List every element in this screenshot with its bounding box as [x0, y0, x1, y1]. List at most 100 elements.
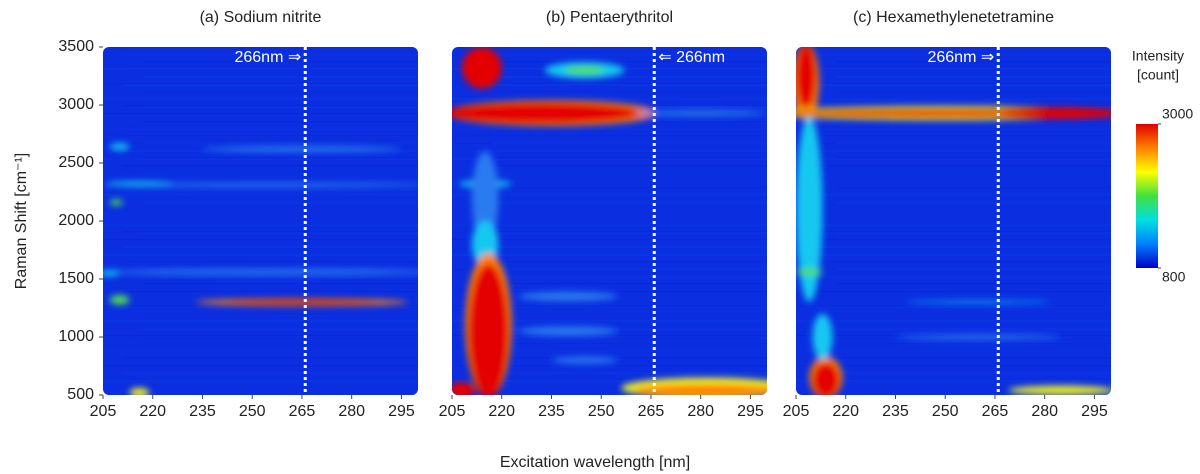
- streak: [492, 76, 767, 78]
- heatmap: [103, 47, 418, 395]
- streak: [452, 209, 767, 210]
- x-tick-label: 235: [882, 403, 909, 420]
- feature: [129, 388, 150, 395]
- streak: [816, 246, 1111, 248]
- streak: [836, 172, 1111, 174]
- streak: [123, 105, 418, 106]
- streak: [836, 232, 1111, 234]
- streak: [452, 350, 767, 352]
- streak: [143, 379, 418, 380]
- streak: [452, 335, 767, 336]
- streak: [836, 328, 1111, 330]
- streak: [103, 335, 418, 336]
- streak: [123, 357, 418, 358]
- streak: [816, 105, 1111, 106]
- streak: [123, 306, 418, 308]
- streak: [452, 98, 767, 100]
- streak: [452, 143, 767, 144]
- streak: [492, 187, 767, 188]
- x-tick-label: 295: [737, 403, 764, 420]
- annotation: ⇐ 266nm: [658, 49, 725, 66]
- streak: [796, 320, 1111, 322]
- streak: [452, 158, 767, 160]
- streak: [836, 61, 1111, 62]
- streak: [492, 91, 767, 92]
- streak: [123, 120, 418, 122]
- streak: [796, 128, 1111, 130]
- streak: [796, 254, 1111, 256]
- streak: [492, 379, 767, 380]
- feature: [109, 143, 130, 151]
- streak: [123, 231, 418, 232]
- x-tick-label: 235: [189, 403, 216, 420]
- streak: [123, 246, 418, 248]
- streak: [816, 306, 1111, 308]
- streak: [472, 291, 767, 292]
- feature: [1008, 385, 1111, 395]
- streak: [472, 231, 767, 232]
- y-tick-label: 2000: [58, 212, 94, 229]
- x-tick-label: 295: [1081, 403, 1108, 420]
- streak: [143, 157, 418, 158]
- x-tick-label: 205: [439, 403, 466, 420]
- heatmap-bg: [103, 47, 418, 395]
- streak: [836, 283, 1111, 284]
- streak: [836, 91, 1111, 92]
- streak: [492, 142, 767, 144]
- streak: [796, 305, 1111, 306]
- features: [103, 143, 418, 395]
- streak: [492, 202, 767, 204]
- feature: [812, 362, 840, 395]
- streak: [836, 157, 1111, 158]
- x-tick-label: 220: [832, 403, 859, 420]
- streak: [103, 143, 418, 144]
- colorbar-tick-label: 800: [1162, 269, 1186, 285]
- feature: [895, 334, 1062, 340]
- streak: [816, 357, 1111, 358]
- streak: [816, 165, 1111, 166]
- streak: [836, 268, 1111, 270]
- streak: [816, 120, 1111, 122]
- streak: [452, 83, 767, 84]
- feature: [103, 182, 418, 188]
- streak: [816, 195, 1111, 196]
- annotation: 266nm ⇒: [927, 49, 994, 66]
- feature: [452, 382, 476, 395]
- streak: [143, 232, 418, 234]
- streak: [836, 121, 1111, 122]
- streak: [143, 394, 418, 395]
- y-tick-label: 2500: [58, 154, 94, 171]
- y-axis-label: Raman Shift [cm⁻¹]: [13, 153, 30, 289]
- streak: [816, 54, 1111, 56]
- x-tick-label: 220: [139, 403, 166, 420]
- x-tick-label: 295: [388, 403, 415, 420]
- streak: [472, 342, 767, 344]
- x-axis-label: Excitation wavelength [nm]: [500, 454, 690, 471]
- streak: [492, 394, 767, 395]
- streak: [472, 246, 767, 248]
- streak: [796, 239, 1111, 240]
- colorbar-title: Intensity: [1132, 48, 1184, 64]
- streak: [103, 194, 418, 196]
- streak: [816, 150, 1111, 152]
- streak: [103, 158, 418, 160]
- streak: [816, 180, 1111, 182]
- streak: [472, 372, 767, 374]
- streak: [816, 387, 1111, 388]
- features: [452, 47, 767, 395]
- streak: [123, 135, 418, 136]
- feature: [796, 116, 823, 303]
- streak: [143, 76, 418, 78]
- streak: [796, 158, 1111, 160]
- streak: [123, 180, 418, 182]
- feature: [796, 268, 823, 276]
- streak: [103, 350, 418, 352]
- y-tick-label: 1000: [58, 328, 94, 345]
- streak: [452, 320, 767, 322]
- streak: [103, 320, 418, 322]
- streak: [472, 54, 767, 56]
- streak: [492, 328, 767, 330]
- streak: [452, 365, 767, 366]
- streak: [816, 135, 1111, 136]
